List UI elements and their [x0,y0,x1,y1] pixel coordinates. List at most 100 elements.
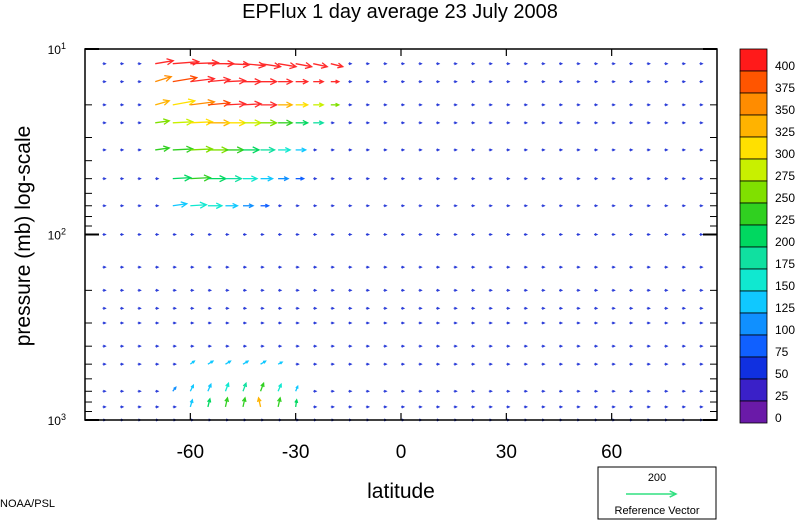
reference-vector-arrow [626,490,678,498]
flux-arrow [699,103,704,107]
flux-arrow [401,80,406,84]
flux-arrow [559,389,564,393]
flux-arrow [629,265,634,269]
flux-arrow [401,62,406,66]
flux-arrow [488,148,493,152]
flux-arrow [471,362,476,366]
flux-arrow [102,121,107,125]
flux-arrow [506,148,511,152]
flux-arrow [453,177,458,181]
flux-arrow [664,362,669,366]
flux-arrow [506,232,511,237]
flux-arrow [172,344,177,348]
flux-arrow [611,265,616,269]
flux-arrow [155,177,160,181]
flux-arrow [278,321,283,325]
x-tick-label: 0 [396,442,407,463]
flux-arrow [225,288,230,292]
flux-arrow [611,232,616,237]
flux-arrow [646,148,651,152]
colorbar-label: 300 [775,147,795,161]
flux-arrow [594,80,599,84]
flux-arrow [260,78,279,86]
y-tick-label: 101 [48,41,66,57]
flux-arrow [576,177,581,181]
colorbar-label: 350 [775,103,795,117]
flux-arrow [120,321,125,325]
flux-arrow [664,103,669,107]
flux-arrow [436,344,441,348]
flux-arrow [120,265,125,269]
flux-arrow [120,344,125,348]
flux-arrow [137,177,142,181]
flux-arrow [243,146,261,154]
flux-arrow [488,288,493,292]
flux-arrow [541,204,546,208]
flux-arrow [330,405,335,409]
flux-arrow [224,381,230,392]
flux-arrow [646,121,651,125]
flux-arrow [383,204,388,208]
flux-arrow [313,321,318,325]
flux-arrow [488,80,493,84]
flux-arrow [523,232,529,237]
flux-arrow [243,344,248,348]
colorbar-swatch [739,180,768,204]
colorbar-label: 275 [775,169,795,183]
flux-arrow [506,344,511,348]
colorbar-label: 325 [775,125,795,139]
colorbar-swatch [739,378,768,402]
flux-arrow [699,232,704,237]
flux-arrow [260,62,283,70]
flux-arrow [383,288,388,292]
flux-arrow [120,306,125,310]
y-tick-label: 103 [48,412,66,428]
flux-arrow [418,148,423,152]
flux-arrow [453,121,458,125]
flux-arrow [102,80,107,84]
flux-arrow [260,119,279,127]
flux-arrow [541,177,546,181]
flux-arrow [313,177,318,181]
flux-arrow [699,177,704,181]
flux-arrow [699,288,704,292]
flux-arrow [383,265,388,269]
flux-arrow [436,389,441,393]
flux-arrow [488,204,493,208]
flux-arrow [102,405,107,409]
flux-arrow [365,389,371,393]
flux-arrow [488,177,493,181]
flux-arrow [365,62,371,66]
colorbar-swatch [739,268,768,292]
flux-arrow [559,405,564,409]
flux-arrow [295,384,299,392]
flux-arrow [172,386,177,392]
flux-arrow [172,174,193,182]
flux-arrow [295,321,300,325]
flux-arrow [664,232,669,237]
flux-arrow [365,288,371,292]
flux-arrow [576,148,581,152]
flux-arrow [207,360,215,365]
flux-arrow [523,62,529,66]
flux-arrow [190,145,214,153]
flux-arrow [137,389,142,393]
flux-arrow [313,148,318,152]
flux-arrow [646,103,651,107]
flux-arrow [190,232,195,237]
flux-arrow [383,362,388,366]
flux-arrow [436,288,441,292]
flux-arrow [224,396,230,408]
flux-arrow [207,202,224,210]
flux-arrow [278,204,283,208]
flux-arrow [365,148,371,152]
x-axis-ticks: -60 -30 0 30 60 [177,49,622,463]
flux-arrow [207,232,213,237]
flux-arrow [313,389,318,393]
colorbar-label: 75 [775,345,789,359]
flux-arrow [383,405,388,409]
flux-arrow [436,148,441,152]
flux-arrow [401,204,406,208]
flux-arrow [629,405,634,409]
flux-arrow [541,232,546,237]
